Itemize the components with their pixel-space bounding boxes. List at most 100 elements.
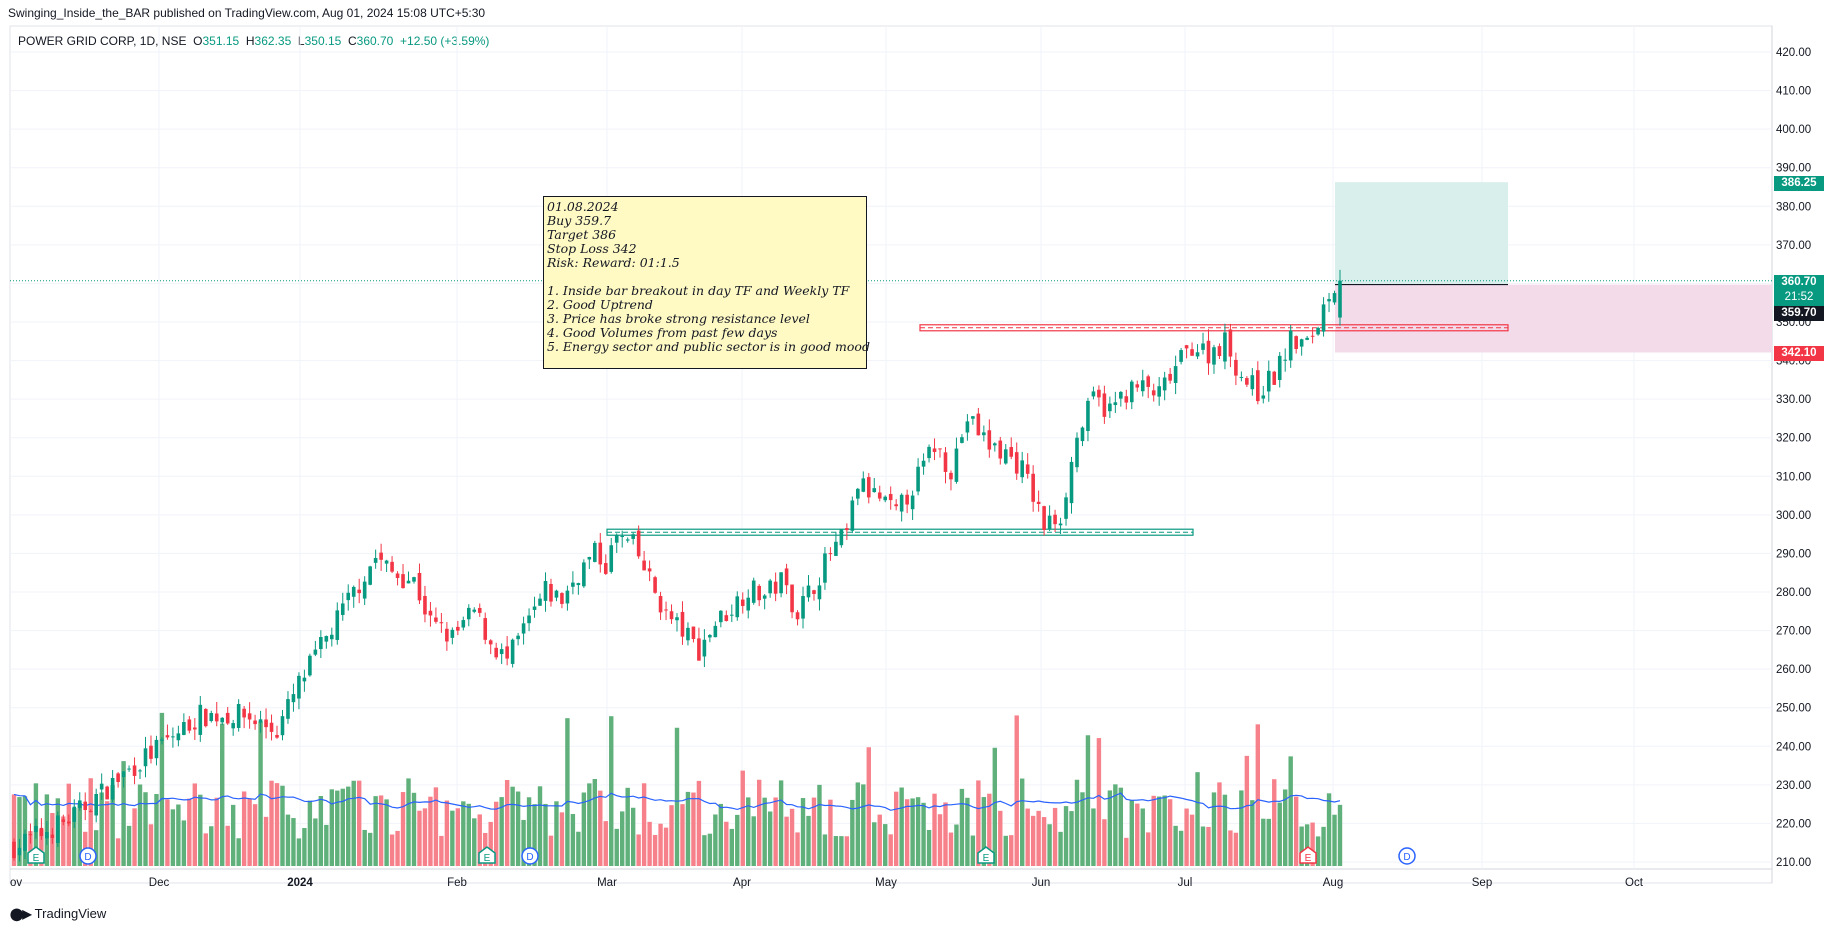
candle-body [1086,400,1090,432]
volume-bar [1069,811,1074,866]
high-value: 362.35 [254,34,292,48]
volume-bar [187,798,192,866]
candle-body [198,704,203,735]
candle-body [280,716,285,736]
volume-bar [861,784,866,866]
volume-bar [488,821,493,866]
candle-body [883,496,888,501]
volume-bar [1200,826,1206,866]
volume-bar [855,782,861,866]
candle-body [740,599,745,606]
trade-note[interactable]: 01.08.2024 Buy 359.7 Target 386 Stop Los… [543,196,870,369]
earnings-marker-icon [478,846,496,864]
candle-body [1179,350,1183,362]
volume-bar [126,825,132,866]
volume-bar [274,783,280,866]
candle-body [297,675,301,699]
volume-bar [176,804,181,866]
candle-body [1168,373,1172,381]
volume-bar [466,803,471,866]
volume-bar [663,827,669,866]
volume-bar [313,818,318,866]
volume-bar [1063,806,1069,866]
candle-body [143,748,148,767]
candle-body [1053,514,1057,525]
candle-body [713,625,718,638]
candle-body [1217,346,1222,357]
earnings-marker-icon [27,846,45,864]
volume-bar [1102,819,1107,866]
candle-body [1338,280,1342,318]
candle-body [154,739,159,759]
candle-body [625,539,630,541]
dividend-marker-label: D [1403,852,1410,863]
candle-body [242,708,246,718]
candle-body [746,597,751,611]
note-line: Stop Loss 342 [547,241,637,256]
candle-body [488,640,493,645]
candle-body [1190,349,1194,356]
note-line [547,270,863,284]
candle-body [1294,336,1298,350]
volume-bar [1178,830,1184,866]
close-label: C [347,34,357,48]
volume-bar [959,788,965,866]
x-tick-label: Jul [1178,877,1193,889]
volume-bar [998,810,1003,866]
candle-body [149,745,153,759]
volume-bar [1036,810,1041,866]
volume-bar [198,794,203,866]
volume-bar [1156,796,1162,866]
volume-bar [647,821,652,866]
candle-body [1162,377,1167,391]
volume-bar [532,804,537,866]
y-tick-label: 310.00 [1776,471,1811,483]
candle-body [1228,329,1233,357]
volume-bar [1293,796,1299,866]
volume-bar [751,816,756,866]
volume-bar [729,828,734,866]
note-line: 3. Price has broke strong resistance lev… [547,311,810,326]
volume-bar [296,838,302,866]
volume-bar [1272,779,1277,866]
candle-body [620,536,625,538]
candle-body [116,773,120,782]
candle-body [565,590,570,604]
footer-brand[interactable]: ⬤▶ TradingView [10,906,106,921]
candle-body [1140,380,1145,392]
candle-body [971,416,975,419]
volume-bar [1019,778,1025,866]
candle-body [708,635,712,638]
volume-bar [828,799,833,866]
candle-body [779,572,783,594]
volume-bar [159,712,165,866]
volume-bar [707,833,713,866]
volume-bar [1113,784,1118,866]
volume-bar [1129,800,1134,866]
candle-body [1256,370,1260,402]
volume-bar [170,809,176,866]
volume-bar [148,824,154,866]
dividend-marker-label: D [84,852,91,863]
symbol-name[interactable]: POWER GRID CORP, 1D, NSE [18,34,187,48]
volume-bar [318,795,324,866]
volume-bar [1107,790,1113,866]
stop-zone [1335,284,1772,353]
candle-body [675,617,679,621]
volume-bar [17,797,22,866]
volume-bar [899,787,904,866]
volume-bar [346,786,351,866]
x-tick-label: 2024 [287,877,313,889]
candle-body [346,592,351,601]
candle-body [1031,473,1035,502]
volume-bar [762,797,767,866]
volume-bar [351,780,356,866]
note-line: 5. Energy sector and public sector is in… [547,339,870,354]
volume-bar [411,792,417,866]
last-price-label: 360.70 21:52 [1774,275,1824,306]
x-tick-label: Feb [447,877,467,889]
candle-body [412,577,416,582]
candle-body [77,800,82,808]
y-tick-label: 420.00 [1776,47,1811,59]
